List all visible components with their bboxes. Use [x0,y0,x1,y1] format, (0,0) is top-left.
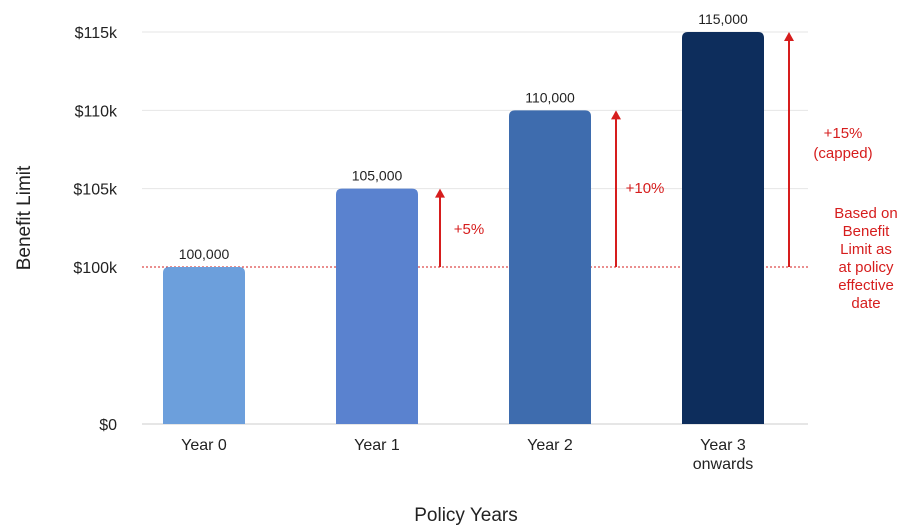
growth-annotation: +5% [454,221,484,238]
y-tick-label: $115k [75,25,118,42]
y-tick-label: $100k [73,260,118,277]
benefit-note: Limit as [840,241,892,258]
benefit-note: effective [838,277,894,294]
growth-annotation: (capped) [813,145,872,162]
x-tick-label: Year 3 [700,437,746,454]
x-tick-label: Year 1 [354,437,400,454]
y-tick-label: $105k [73,182,118,199]
data-label: 115,000 [698,11,748,27]
x-tick-label: Year 2 [527,437,573,454]
growth-arrows [435,32,794,267]
y-tick-label: $110k [75,103,118,120]
y-axis-title: Benefit Limit [14,165,35,270]
growth-arrow-head [611,110,621,120]
data-label: 105,000 [352,168,403,184]
benefit-note: date [851,295,880,312]
growth-arrow-head [435,188,445,198]
bar [163,267,245,424]
growth-annotation: +15% [824,125,863,142]
x-tick-label: onwards [693,456,753,473]
bars [163,32,764,424]
benefit-note: at policy [838,259,894,276]
y-tick-label: $0 [99,417,117,434]
bar [336,188,418,424]
data-label: 110,000 [525,89,575,105]
data-label: 100,000 [179,246,230,262]
chart-text: $0 $100k $105k $110k $115k 100,000 Year 0 105,0… [73,11,897,473]
benefit-note: Based on [834,205,897,222]
growth-arrow-head [784,32,794,41]
growth-annotation: +10% [626,180,665,197]
x-axis-title: Policy Years [414,505,518,526]
x-tick-label: Year 0 [181,437,227,454]
bar [682,32,764,424]
benefit-note: Benefit [843,223,891,240]
bar [509,110,591,424]
